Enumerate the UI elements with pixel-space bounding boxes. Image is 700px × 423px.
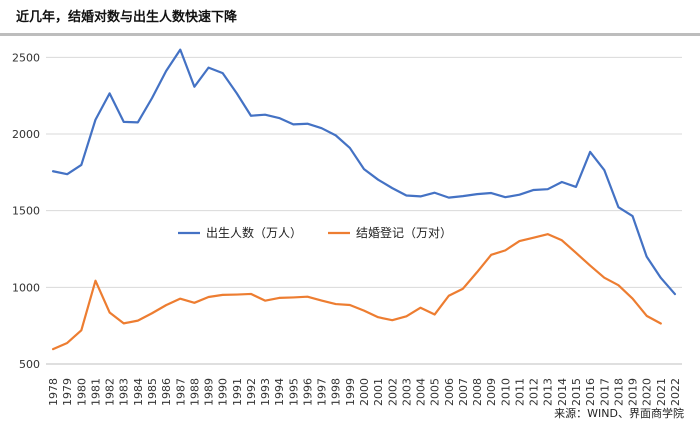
x-tick-label: 1996 [301,378,314,406]
y-tick-label: 1500 [12,205,40,218]
x-tick-label: 1987 [174,378,187,406]
x-tick-label: 1993 [259,378,272,406]
x-tick-label: 1994 [273,378,286,406]
x-tick-label: 1990 [217,378,230,406]
source-note: 来源：WIND、界面商学院 [554,407,684,420]
x-tick-label: 1986 [160,378,173,406]
y-axis-ticks: 500 1000 1500 2000 2500 [12,51,40,371]
series-line-1 [51,48,677,296]
x-tick-label: 1995 [287,378,300,406]
x-tick-label: 2012 [528,378,541,406]
x-tick-label: 1981 [89,378,102,406]
series-line-2 [51,233,662,351]
x-tick-label: 1998 [330,378,343,406]
y-tick-label: 500 [19,358,40,371]
x-axis-ticks: 1978 1979 1980 1981 1982 1983 1984 1985 1986 1987… [47,378,682,406]
x-tick-label: 2014 [556,378,569,406]
y-tick-label: 2500 [12,51,40,64]
y-tick-label: 2000 [12,128,40,141]
x-tick-label: 1979 [61,378,74,406]
x-tick-label: 2000 [358,378,371,406]
legend: 出生人数（万人） 结婚登记（万对） [178,225,452,240]
x-tick-label: 2021 [655,378,668,406]
x-tick-label: 2002 [386,378,399,406]
x-tick-label: 2016 [584,378,597,406]
x-tick-label: 2022 [669,378,682,406]
gridlines [46,56,682,365]
x-tick-label: 2003 [400,378,413,406]
x-tick-label: 2020 [641,378,654,406]
x-tick-label: 2013 [542,378,555,406]
legend-label-2: 结婚登记（万对） [356,225,452,240]
x-tick-label: 2019 [627,378,640,406]
x-tick-label: 2010 [499,378,512,406]
y-tick-label: 1000 [12,281,40,294]
x-tick-label: 2011 [513,378,526,406]
x-tick-label: 2004 [415,378,428,406]
x-tick-label: 2015 [570,378,583,406]
x-tick-label: 2018 [612,378,625,406]
title-divider [0,33,700,36]
x-tick-label: 2005 [429,378,442,406]
x-tick-label: 1982 [104,378,117,406]
legend-label-1: 出生人数（万人） [206,225,302,240]
x-tick-label: 1983 [118,378,131,406]
x-tick-label: 1991 [231,378,244,406]
x-tick-label: 2007 [457,378,470,406]
x-tick-label: 1989 [203,378,216,406]
chart-title: 近几年，结婚对数与出生人数快速下降 [16,10,238,25]
x-tick-label: 1985 [146,378,159,406]
x-tick-label: 1988 [188,378,201,406]
x-tick-label: 1978 [47,378,60,406]
x-tick-label: 1980 [75,378,88,406]
x-tick-label: 2008 [471,378,484,406]
x-tick-label: 1992 [245,378,258,406]
x-tick-label: 1984 [132,378,145,406]
x-tick-label: 2017 [598,378,611,406]
x-tick-label: 1997 [316,378,329,406]
series-lines [51,48,677,351]
x-tick-label: 2006 [443,378,456,406]
x-tick-label: 1999 [344,378,357,406]
x-tick-label: 2001 [372,378,385,406]
x-tick-label: 2009 [485,378,498,406]
